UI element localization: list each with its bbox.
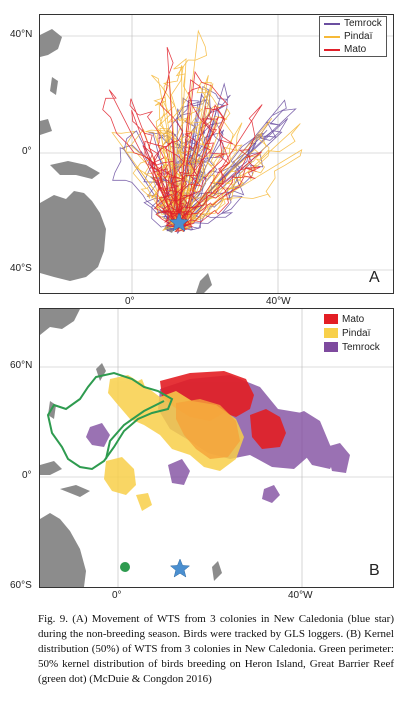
kernel-temrock-blob3	[168, 459, 190, 485]
heron-perimeter-tail	[105, 400, 165, 460]
legend-b-label-temrock: Temrock	[342, 341, 380, 353]
track-mato	[178, 105, 234, 228]
lon-label-40w-a: 40°W	[266, 296, 291, 307]
panel-a-letter: A	[369, 269, 380, 286]
legend-b-label-pindai: Pindaï	[342, 327, 371, 339]
kernel-overlap	[176, 399, 240, 459]
borneo-land	[40, 119, 52, 135]
track-mato	[175, 151, 262, 228]
map-panel-a	[39, 14, 394, 294]
legend-a: Temrock Pindaï Mato	[319, 16, 387, 57]
legend-a-item-pindai: Pindaï	[320, 30, 386, 43]
track-mato	[142, 145, 183, 228]
track-pinda	[146, 96, 181, 232]
track-mato	[170, 70, 229, 228]
map-b-svg	[40, 309, 393, 587]
lat-label-0-a: 0°	[22, 146, 32, 157]
legend-a-swatch-temrock	[324, 22, 340, 25]
legend-a-label-temrock: Temrock	[344, 18, 382, 29]
track-mato	[178, 116, 230, 228]
panel-b-letter: B	[369, 562, 380, 579]
lat-label-60n-b: 60°N	[10, 360, 33, 371]
track-pinda	[155, 58, 192, 232]
legend-b-swatch-pindai	[324, 328, 338, 338]
land-b	[40, 309, 222, 587]
kernel-overlap-center	[176, 399, 240, 459]
philippines-land	[50, 77, 58, 95]
legend-b-swatch-temrock	[324, 342, 338, 352]
legend-a-swatch-mato	[324, 48, 340, 51]
land-a	[40, 29, 212, 293]
new-guinea-land	[50, 161, 100, 179]
track-mato	[162, 79, 214, 232]
japan-land	[96, 363, 106, 381]
heron-perimeter	[46, 371, 174, 471]
australia-land-b	[40, 513, 86, 587]
track-pinda	[111, 130, 184, 230]
lat-label-0-b: 0°	[22, 470, 32, 481]
legend-b-swatch-mato	[324, 314, 338, 324]
lon-label-40w-b: 40°W	[288, 590, 313, 601]
asia-land-b	[40, 309, 80, 335]
legend-b: Mato Pindaï Temrock	[320, 312, 384, 354]
track-mato	[153, 46, 185, 230]
legend-a-label-pindai: Pindaï	[344, 31, 373, 42]
new-zealand-land	[196, 273, 212, 293]
track-pinda	[158, 106, 203, 228]
colony-star-icon	[168, 212, 190, 232]
track-mato	[178, 104, 263, 230]
legend-b-item-mato: Mato	[320, 312, 384, 326]
lat-label-40n-a: 40°N	[10, 29, 33, 40]
gls-tracks	[102, 29, 303, 235]
legend-a-label-mato: Mato	[344, 44, 367, 55]
figure-caption: Fig. 9. (A) Movement of WTS from 3 colon…	[38, 613, 394, 685]
legend-b-label-mato: Mato	[342, 313, 365, 325]
indonesia-land-b	[40, 461, 62, 475]
legend-b-item-pindai: Pindaï	[320, 326, 384, 340]
kernel-temrock-east	[288, 411, 336, 469]
kernel-temrock-east2	[326, 443, 350, 473]
track-mato	[131, 110, 185, 228]
legend-a-swatch-pindai	[324, 35, 340, 38]
legend-a-item-mato: Mato	[320, 43, 386, 56]
kernel-pindai-south2	[136, 493, 152, 511]
australia-land	[40, 191, 106, 281]
track-pinda	[177, 149, 303, 228]
lat-label-40s-a: 40°S	[10, 263, 32, 274]
lon-label-0-a: 0°	[125, 296, 135, 307]
heron-island-dot	[120, 562, 130, 572]
kernel-temrock-blob1	[86, 423, 110, 447]
kernel-pindai-south	[104, 457, 136, 495]
new-guinea-land-b	[60, 485, 90, 497]
new-zealand-land-b	[212, 561, 222, 581]
legend-a-item-temrock: Temrock	[320, 17, 386, 30]
legend-b-item-temrock: Temrock	[320, 340, 384, 354]
asia-land-a	[40, 29, 62, 57]
track-mato	[169, 104, 225, 232]
track-temrock	[178, 146, 250, 231]
kernel-temrock-blob2	[262, 485, 280, 503]
kernel-mato-east	[250, 409, 286, 449]
map-panel-b	[39, 308, 394, 588]
track-mato	[144, 140, 183, 229]
track-pinda	[176, 117, 273, 229]
lat-label-60s-b: 60°S	[10, 580, 32, 591]
colony-star-icon-b	[169, 558, 191, 578]
lon-label-0-b: 0°	[112, 590, 122, 601]
